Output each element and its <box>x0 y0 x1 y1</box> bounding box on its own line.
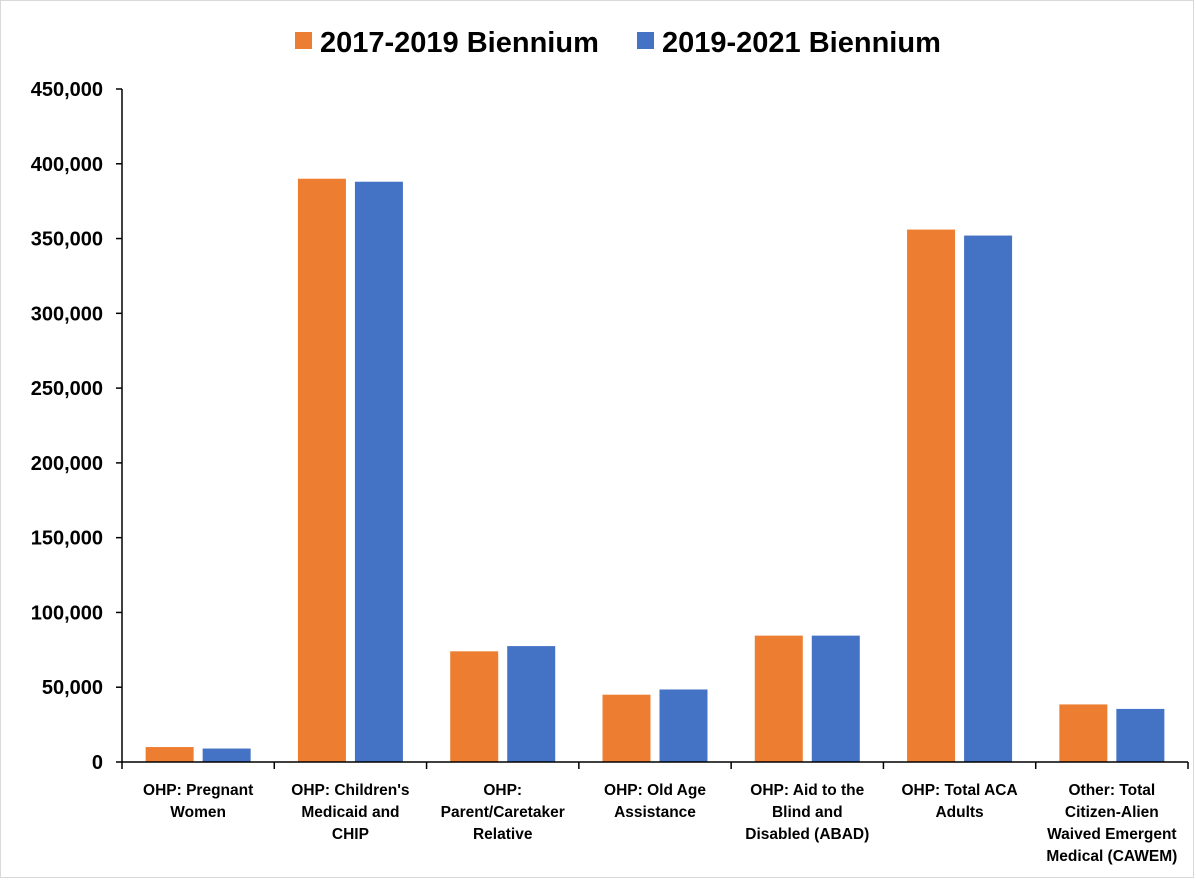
x-tick-label: CHIP <box>332 826 369 843</box>
x-tick-label: OHP: Old Age <box>604 782 706 799</box>
y-tick-label: 300,000 <box>31 303 103 325</box>
x-tick-label: Disabled (ABAD) <box>745 826 869 843</box>
legend-swatch-0 <box>295 32 312 49</box>
x-tick-label: Other: Total <box>1069 782 1156 799</box>
legend-label-1: 2019-2021 Biennium <box>662 27 941 59</box>
y-tick-label: 100,000 <box>31 602 103 624</box>
bar-2017-2019-5 <box>907 229 956 763</box>
y-axis: 0 50,000 100,000 150,000 200,000 250,000 300,0… <box>31 79 123 774</box>
x-tick-label: OHP: Pregnant <box>143 782 253 799</box>
bar-2019-2021-2 <box>507 646 556 762</box>
y-tick-label: 50,000 <box>42 677 103 699</box>
legend: 2017-2019 Biennium 2019-2021 Biennium <box>295 27 941 59</box>
x-tick-label: Citizen-Alien <box>1065 804 1159 821</box>
x-tick-label: OHP: Aid to the <box>750 782 864 799</box>
y-tick-label: 350,000 <box>31 229 103 251</box>
x-tick-label: Relative <box>473 826 533 843</box>
x-tick-label: Waived Emergent <box>1047 826 1177 843</box>
x-tick-label: OHP: Total ACA <box>901 782 1017 799</box>
bar-2017-2019-3 <box>602 694 651 762</box>
bars <box>145 178 1165 763</box>
y-tick-label: 250,000 <box>31 378 103 400</box>
bar-2017-2019-6 <box>1059 704 1108 762</box>
x-tick-label: Assistance <box>614 804 696 821</box>
y-tick-label: 0 <box>92 752 103 774</box>
y-tick-label: 200,000 <box>31 453 103 475</box>
bar-2019-2021-3 <box>659 689 708 762</box>
legend-swatch-1 <box>637 32 654 49</box>
y-tick-label: 450,000 <box>31 79 103 101</box>
bar-2019-2021-4 <box>811 635 860 762</box>
y-tick-label: 150,000 <box>31 528 103 550</box>
x-tick-label: OHP: Children's <box>291 782 409 799</box>
bar-2019-2021-5 <box>964 235 1013 762</box>
bar-2017-2019-4 <box>754 635 803 762</box>
y-tick-label: 400,000 <box>31 154 103 176</box>
x-tick-label: Medical (CAWEM) <box>1046 848 1177 865</box>
x-axis: OHP: Pregnant Women OHP: Children's Medicai… <box>121 761 1189 865</box>
bar-2019-2021-6 <box>1116 708 1165 762</box>
bar-2017-2019-1 <box>297 178 346 762</box>
x-tick-label: Women <box>170 804 226 821</box>
x-tick-label: Medicaid and <box>301 804 399 821</box>
legend-label-0: 2017-2019 Biennium <box>320 27 599 59</box>
bar-2017-2019-0 <box>145 747 194 762</box>
x-tick-label: OHP: <box>483 782 522 799</box>
bar-2019-2021-0 <box>202 748 251 762</box>
bar-2019-2021-1 <box>354 181 403 763</box>
x-tick-label: Adults <box>935 804 983 821</box>
x-tick-label: Blind and <box>772 804 843 821</box>
bar-2017-2019-2 <box>450 651 499 762</box>
x-tick-label: Parent/Caretaker <box>441 804 565 821</box>
